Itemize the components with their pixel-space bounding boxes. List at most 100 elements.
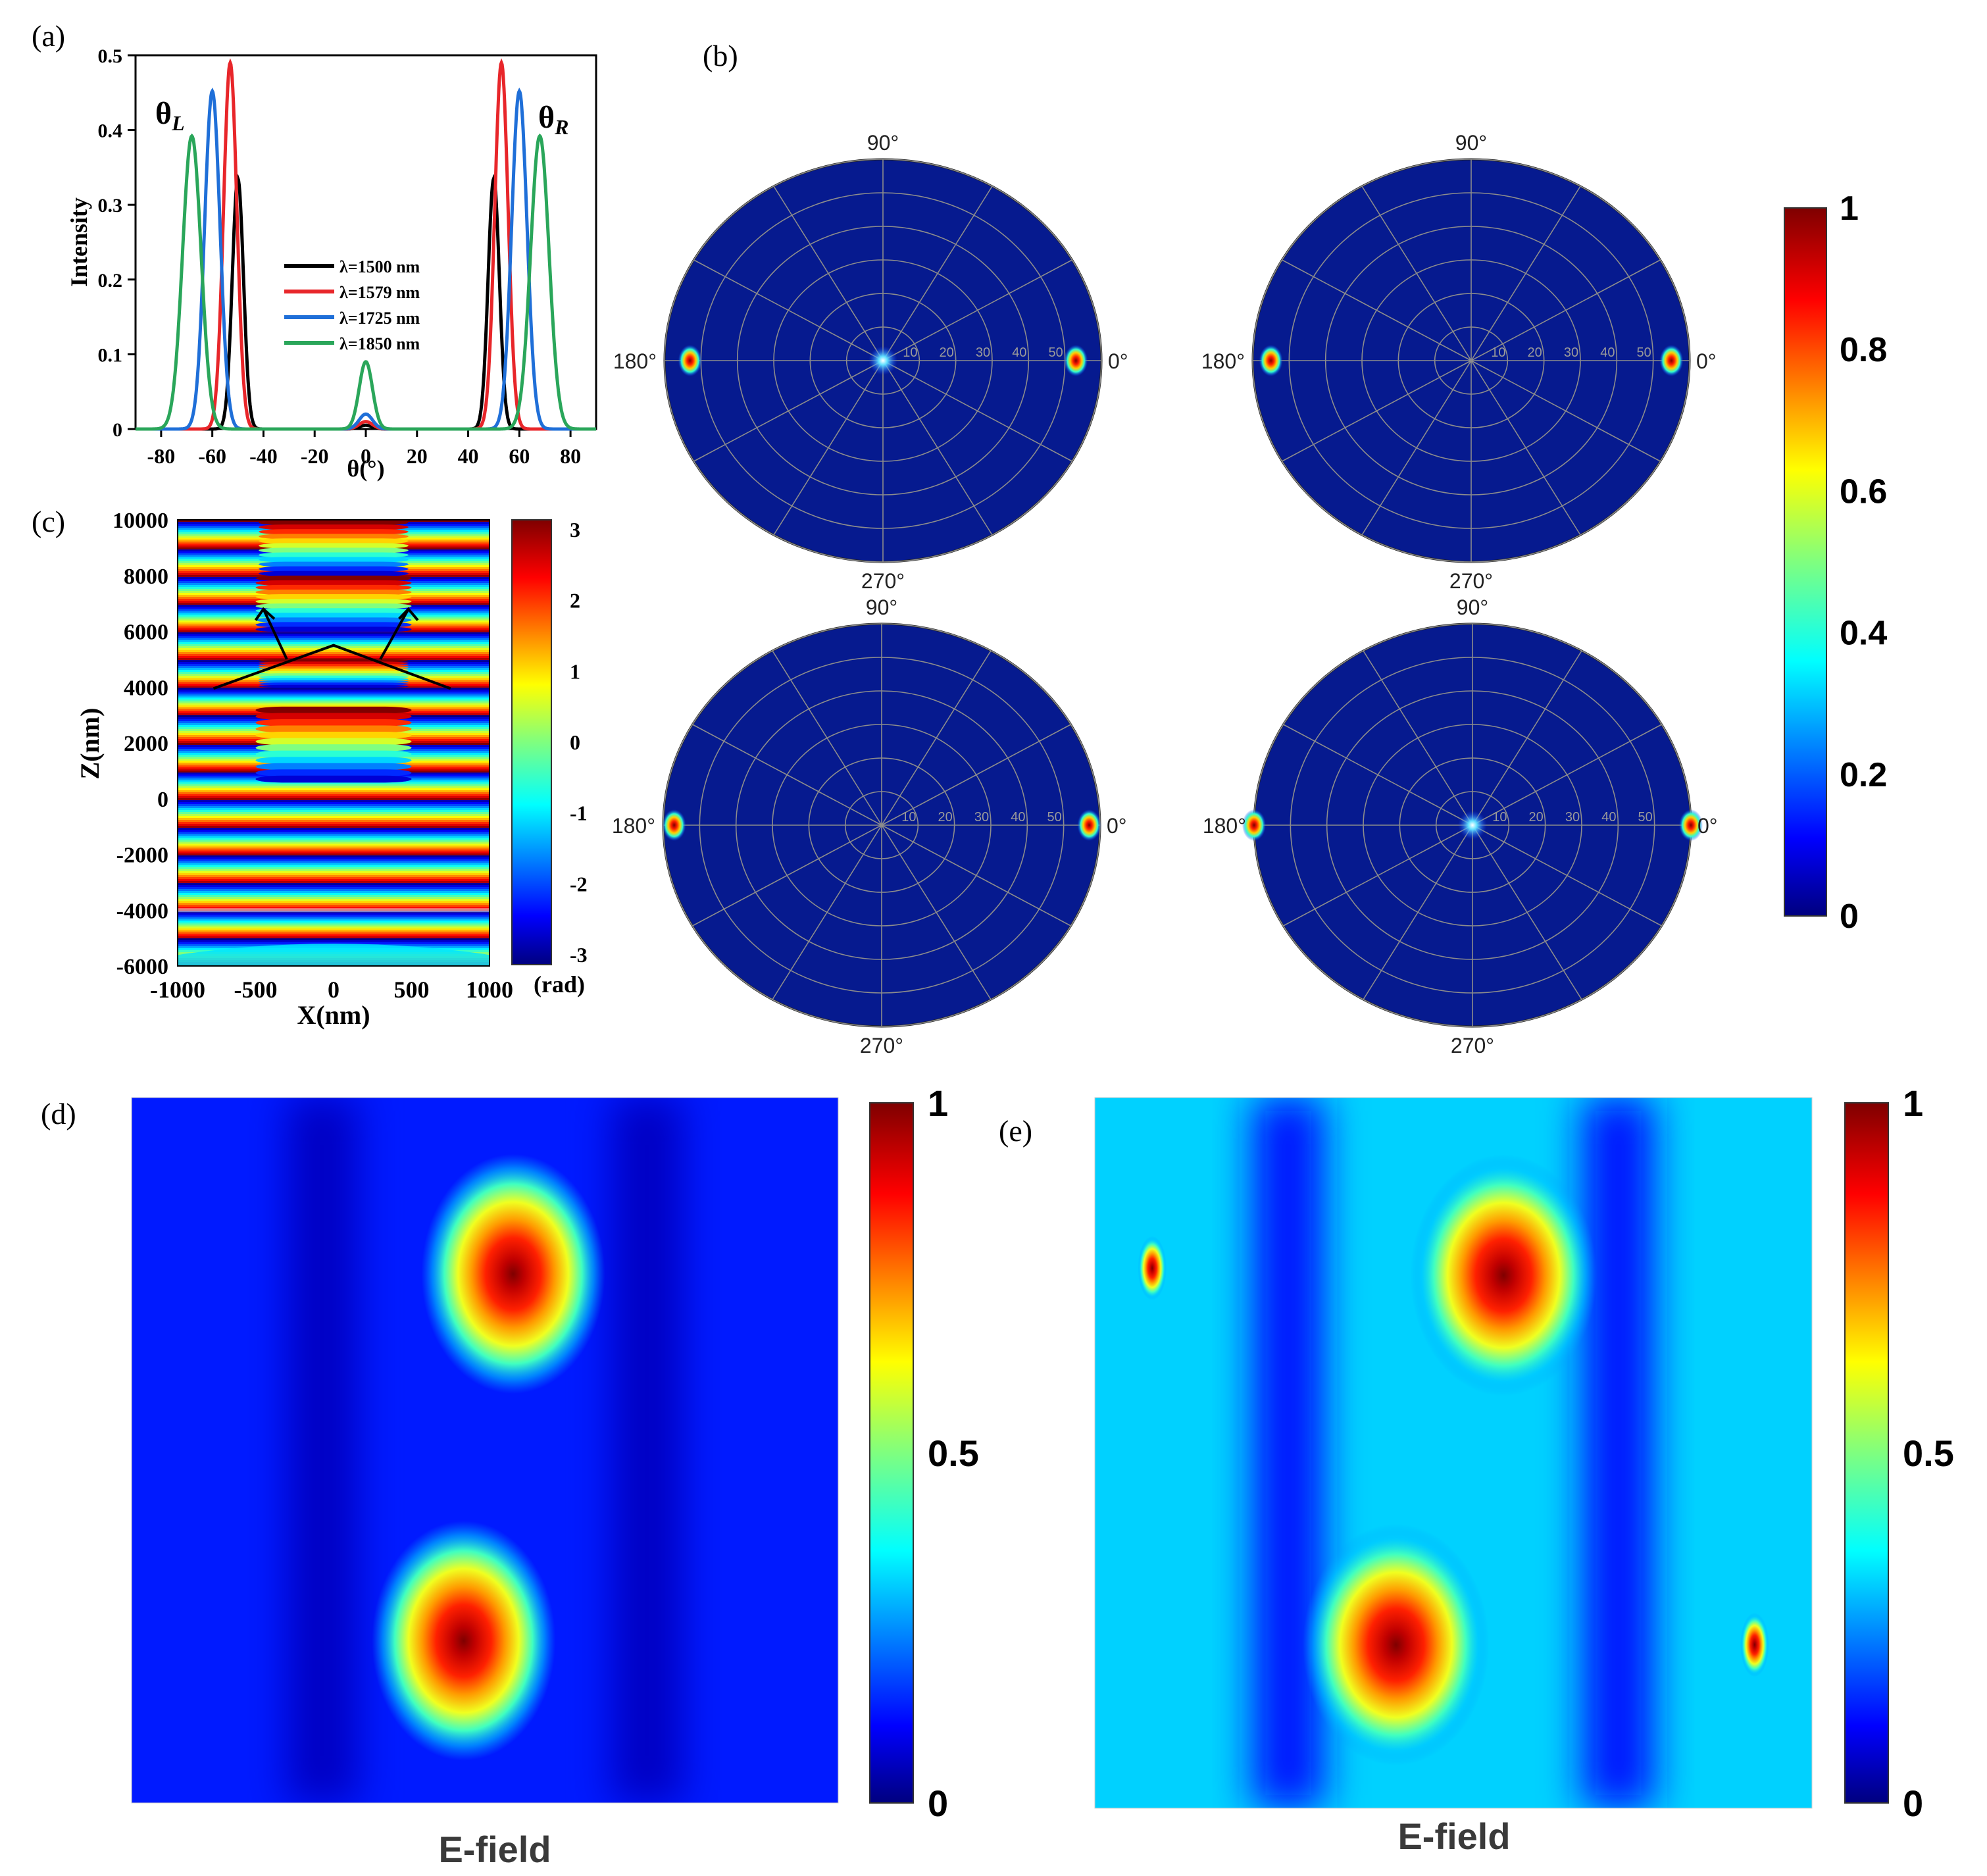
radial-tick-label: 40 [1601, 810, 1616, 824]
colorbar-tick-label: 1 [928, 1082, 948, 1124]
angle-label: 270° [1451, 1034, 1494, 1057]
x-tick-label: 0 [328, 976, 340, 1003]
phase-stripe [178, 804, 490, 807]
phase-stripe [178, 905, 490, 907]
phase-lobe [259, 547, 409, 553]
phase-stripe [178, 932, 490, 935]
phase-stripe [178, 808, 490, 811]
phase-lobe [259, 534, 409, 540]
intensity-spot [662, 809, 686, 841]
intensity-spot [1077, 809, 1101, 841]
phase-lobe [259, 666, 409, 669]
phase-stripe [178, 784, 490, 787]
phase-lobe [259, 561, 409, 567]
phase-stripe [178, 940, 490, 943]
y-axis-label: Intensity [66, 197, 92, 287]
phase-lobe [255, 613, 412, 619]
phase-stripe [178, 859, 490, 862]
efield-dark-band [1252, 1098, 1324, 1808]
annotation-theta-left: θL [155, 96, 185, 135]
phase-lobe [259, 684, 409, 688]
phase-stripe [178, 846, 490, 848]
panel-label: (b) [703, 39, 738, 72]
radial-tick-label: 50 [1638, 810, 1653, 824]
phase-stripe [178, 897, 490, 900]
efield-hotspot [1740, 1613, 1769, 1677]
panel-label: (a) [32, 19, 65, 53]
phase-stripe [178, 836, 490, 838]
y-tick-label: 0.2 [98, 270, 123, 292]
radial-tick-label: 50 [1049, 345, 1063, 360]
phase-stripe [178, 915, 490, 917]
polar-spoke [693, 259, 884, 361]
efield-dark-band [1582, 1098, 1655, 1808]
x-tick-label: -40 [249, 444, 278, 468]
phase-lobe [259, 524, 409, 530]
phase-stripe [178, 690, 490, 692]
angle-label: 270° [861, 569, 905, 593]
efield-dark-bands [287, 1098, 683, 1803]
y-tick-label: 0 [113, 419, 122, 441]
colorbar-tick-label: 0.5 [928, 1432, 979, 1474]
phase-stripe [178, 818, 490, 821]
y-tick-label: 0.1 [98, 344, 123, 366]
polar-spoke [692, 724, 882, 826]
angle-label: 180° [1203, 814, 1246, 838]
phase-stripe [178, 938, 490, 941]
y-tick-label: 4000 [124, 676, 168, 700]
phase-stripe [178, 881, 490, 884]
colorbar-tick-label: 1 [1840, 190, 1859, 228]
colorbar-tick-label: -3 [570, 943, 588, 967]
phase-stripe [178, 826, 490, 828]
radial-tick-label: 10 [901, 810, 916, 824]
colorbar-tick-label: -2 [570, 872, 588, 896]
x-axis-label: θ(°) [347, 455, 384, 482]
x-tick-label: 500 [394, 976, 430, 1003]
polar-spoke [772, 824, 882, 1000]
y-tick-label: -6000 [116, 955, 168, 979]
phase-stripe [178, 867, 490, 870]
phase-stripe [178, 828, 490, 830]
phase-lobe [259, 682, 409, 686]
phase-lobe [255, 584, 412, 590]
polar-spoke [882, 186, 993, 361]
phase-stripe [178, 790, 490, 793]
phase-lobe [255, 757, 412, 764]
phase-lobe [259, 671, 409, 674]
phase-stripe [178, 923, 490, 925]
phase-lobe [255, 580, 412, 586]
phase-stripe [178, 853, 490, 856]
phase-lobe [255, 732, 412, 739]
colorbar-tick-label: 0 [1840, 898, 1859, 936]
polar-spoke [882, 360, 993, 536]
x-tick-label: 0 [361, 444, 371, 468]
phase-stripe [178, 656, 490, 659]
angle-label: 90° [1455, 131, 1487, 155]
phase-stripe [178, 907, 490, 909]
phase-lobe [259, 520, 409, 526]
polar-spoke [1282, 259, 1472, 361]
polar-spoke [693, 360, 884, 462]
phase-stripe [178, 648, 490, 651]
phase-stripe [178, 820, 490, 823]
angle-label: 90° [866, 596, 897, 619]
panel-b-polar-plots: 10 20 30 40 50 90° 180° 0° 270° 10 20 30 40 50 90° 180°… [612, 131, 1718, 1057]
phase-lobe [259, 661, 409, 665]
phase-stripe [178, 796, 490, 799]
polar-spoke [881, 650, 992, 826]
phase-stripe [178, 903, 490, 905]
series-line [136, 58, 596, 431]
panel-label: (c) [32, 505, 65, 538]
phase-stripe [178, 812, 490, 815]
phase-stripe [178, 705, 490, 708]
colorbar-tick-label: -1 [570, 801, 588, 825]
phase-lobe [255, 575, 412, 581]
phase-lobe [259, 663, 409, 667]
phase-stripe [178, 913, 490, 915]
x-axis-label: X(nm) [297, 1000, 370, 1030]
phase-stripe [178, 634, 490, 637]
phase-stripe [178, 792, 490, 795]
phase-lobe [259, 529, 409, 535]
colorbar-tick-label: 1 [1903, 1082, 1923, 1124]
